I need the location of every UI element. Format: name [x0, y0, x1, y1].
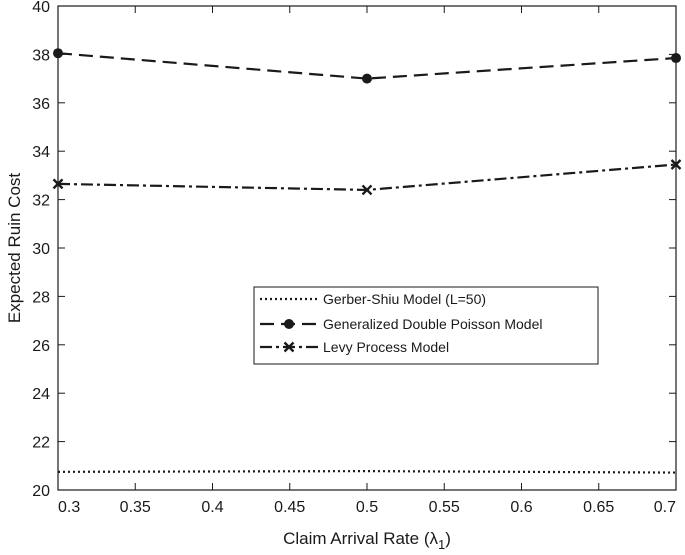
- y-tick-label: 38: [32, 47, 50, 64]
- data-point: [361, 184, 373, 196]
- y-tick-label: 30: [32, 241, 50, 258]
- data-point: [670, 159, 682, 170]
- legend-entry: Gerber-Shiu Model (L=50): [260, 291, 486, 307]
- legend-label: Levy Process Model: [323, 339, 449, 355]
- x-tick-label: 0.55: [429, 499, 460, 516]
- x-axis-label-close: ): [445, 529, 451, 548]
- x-tick-label: 0.65: [583, 499, 614, 516]
- x-tick-label: 0.45: [274, 499, 305, 516]
- x-tick-label: 0.35: [120, 499, 151, 516]
- series-line: [57, 470, 677, 474]
- x-tick-label: 0.7: [654, 499, 676, 516]
- y-tick-label: 26: [32, 338, 50, 355]
- legend-entry: Generalized Double Poisson Model: [260, 316, 542, 332]
- legend-entries: Gerber-Shiu Model (L=50) Generalized Doub…: [260, 291, 542, 355]
- legend-label: Gerber-Shiu Model (L=50): [323, 291, 486, 307]
- legend: Gerber-Shiu Model (L=50) Generalized Doub…: [253, 286, 599, 365]
- series-line: [57, 52, 677, 80]
- y-tick-label: 20: [32, 483, 50, 500]
- legend-entry: Levy Process Model: [260, 339, 449, 355]
- x-tick-label: 0.5: [356, 499, 378, 516]
- data-point: [671, 53, 681, 64]
- x-axis-label-main: Claim Arrival Rate (λ: [283, 529, 438, 548]
- data-point: [284, 319, 294, 329]
- legend-label: Generalized Double Poisson Model: [323, 316, 542, 332]
- y-tick-label: 28: [32, 289, 50, 306]
- y-tick-label: 32: [32, 193, 50, 210]
- x-axis-label-subscript: 1: [438, 537, 445, 552]
- data-point: [362, 73, 372, 84]
- x-axis-label: Claim Arrival Rate (λ1): [283, 529, 451, 552]
- y-axis-ticks: 20 22 24 26 28 30 32 34 36 38 40: [32, 0, 676, 500]
- y-tick-label: 34: [32, 144, 50, 161]
- x-tick-label: 0.6: [510, 499, 532, 516]
- x-tick-label: 0.4: [201, 499, 223, 516]
- data-point: [283, 341, 295, 353]
- data-point: [53, 48, 63, 59]
- x-axis-ticks: 0.3 0.35 0.4 0.45 0.5 0.55 0.6 0.65 0.7: [57, 6, 677, 516]
- x-tick-label: 0.3: [58, 499, 80, 516]
- plot-area: [57, 5, 677, 491]
- series-2: [53, 48, 681, 84]
- y-tick-label: 22: [32, 435, 50, 452]
- series-layer: [52, 48, 682, 474]
- series-1: [57, 470, 677, 474]
- data-point: [52, 178, 64, 190]
- y-tick-label: 40: [32, 0, 50, 16]
- y-tick-label: 36: [32, 96, 50, 113]
- y-tick-label: 24: [32, 386, 50, 403]
- y-axis-label: Expected Ruin Cost: [5, 173, 24, 324]
- series-3: [52, 159, 682, 196]
